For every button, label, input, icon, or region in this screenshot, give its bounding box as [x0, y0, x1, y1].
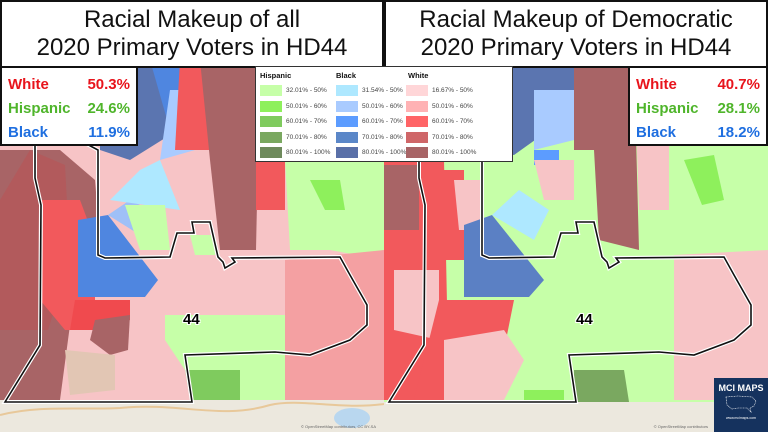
legend-item: 70.01% - 80% — [336, 130, 406, 146]
map-attribution[interactable]: © OpenStreetMap contributors — [653, 424, 708, 429]
district-label: 44 — [576, 311, 593, 328]
legend-range: 16.67% - 50% — [432, 87, 473, 95]
legend-item: 60.01% - 70% — [260, 114, 330, 130]
legend-item: 60.01% - 70% — [336, 114, 406, 130]
legend-black: Black 31.54% - 50% 50.01% - 60% 60.01% -… — [336, 71, 406, 161]
legend-range: 70.01% - 80% — [432, 133, 473, 141]
stat-label: Black — [8, 123, 49, 141]
map-panel-democratic-voters: Racial Makeup of Democratic 2020 Primary… — [384, 0, 768, 432]
swatch — [260, 116, 282, 128]
stat-value: 28.1% — [717, 99, 760, 117]
swatch — [406, 116, 428, 128]
legend-item: 50.01% - 60% — [336, 99, 406, 115]
legend-range: 70.01% - 80% — [362, 133, 403, 141]
logo-text: MCI MAPS — [718, 383, 764, 393]
stat-value: 24.6% — [87, 99, 130, 117]
map-panel-all-voters: Racial Makeup of all 2020 Primary Voters… — [0, 0, 384, 432]
right-stats-box: White 40.7% Hispanic 28.1% Black 18.2% — [628, 66, 768, 146]
legend-range: 60.01% - 70% — [362, 118, 403, 126]
stat-hispanic: Hispanic 24.6% — [8, 96, 130, 120]
stat-value: 50.3% — [87, 75, 130, 93]
legend-range: 50.01% - 60% — [286, 102, 327, 110]
swatch — [336, 116, 358, 128]
stat-white: White 50.3% — [8, 72, 130, 96]
stat-black: Black 11.9% — [8, 120, 130, 144]
legend-title: Hispanic — [260, 71, 292, 80]
swatch — [260, 147, 282, 159]
legend-item: 70.01% - 80% — [406, 130, 476, 146]
legend-item: 60.01% - 70% — [406, 114, 476, 130]
swatch — [336, 131, 358, 143]
right-title-line2: 2020 Primary Voters in HD44 — [420, 34, 732, 61]
logo-url: www.mcimaps.com — [726, 416, 756, 420]
stat-label: Hispanic — [636, 99, 699, 117]
swatch — [406, 100, 428, 112]
left-title-line1: Racial Makeup of all — [83, 6, 301, 33]
legend-item: 16.67% - 50% — [406, 83, 476, 99]
legend-item: 80.01% - 100% — [336, 145, 406, 161]
swatch — [260, 100, 282, 112]
legend-range: 50.01% - 60% — [362, 102, 403, 110]
legend-range: 60.01% - 70% — [432, 118, 473, 126]
legend-item: 50.01% - 60% — [260, 99, 330, 115]
legend-white: White 16.67% - 50% 50.01% - 60% 60.01% -… — [406, 71, 476, 161]
swatch — [336, 85, 358, 97]
stat-label: Hispanic — [8, 99, 71, 117]
legend-range: 50.01% - 60% — [432, 102, 473, 110]
left-title: Racial Makeup of all 2020 Primary Voters… — [0, 0, 384, 68]
left-title-line2: 2020 Primary Voters in HD44 — [36, 34, 348, 61]
stat-white: White 40.7% — [636, 72, 760, 96]
stat-value: 11.9% — [88, 123, 130, 141]
stat-black: Black 18.2% — [636, 120, 760, 144]
mci-maps-logo: MCI MAPS www.mcimaps.com — [714, 378, 768, 432]
legend-item: 50.01% - 60% — [406, 99, 476, 115]
legend-hispanic: Hispanic 32.01% - 50% 50.01% - 60% 60.01… — [260, 71, 330, 161]
swatch — [260, 131, 282, 143]
right-title-line1: Racial Makeup of Democratic — [419, 6, 733, 33]
legend-title: White — [408, 71, 429, 80]
legend-range: 60.01% - 70% — [286, 118, 327, 126]
swatch — [336, 100, 358, 112]
legend-item: 31.54% - 50% — [336, 83, 406, 99]
legend-range: 31.54% - 50% — [362, 87, 403, 95]
legend-range: 80.01% - 100% — [362, 149, 407, 157]
stat-value: 18.2% — [717, 123, 760, 141]
district-label: 44 — [183, 311, 200, 328]
legend-range: 80.01% - 100% — [432, 149, 477, 157]
swatch — [406, 147, 428, 159]
stat-hispanic: Hispanic 28.1% — [636, 96, 760, 120]
left-stats-box: White 50.3% Hispanic 24.6% Black 11.9% — [0, 66, 138, 146]
legend-item: 80.01% - 100% — [260, 145, 330, 161]
right-title: Racial Makeup of Democratic 2020 Primary… — [384, 0, 768, 68]
swatch — [260, 85, 282, 97]
stat-label: Black — [636, 123, 677, 141]
map-legend: Hispanic 32.01% - 50% 50.01% - 60% 60.01… — [255, 66, 513, 162]
legend-item: 32.01% - 50% — [260, 83, 330, 99]
legend-range: 32.01% - 50% — [286, 87, 327, 95]
legend-title: Black — [336, 71, 357, 80]
usa-map-icon — [725, 395, 757, 413]
stat-value: 40.7% — [717, 75, 760, 93]
swatch — [336, 147, 358, 159]
legend-item: 80.01% - 100% — [406, 145, 476, 161]
legend-range: 80.01% - 100% — [286, 149, 331, 157]
stat-label: White — [8, 75, 49, 93]
map-attribution[interactable]: © OpenStreetMap contributors, CC BY-SA — [300, 424, 376, 429]
swatch — [406, 131, 428, 143]
legend-range: 70.01% - 80% — [286, 133, 327, 141]
swatch — [406, 85, 428, 97]
legend-item: 70.01% - 80% — [260, 130, 330, 146]
stat-label: White — [636, 75, 677, 93]
